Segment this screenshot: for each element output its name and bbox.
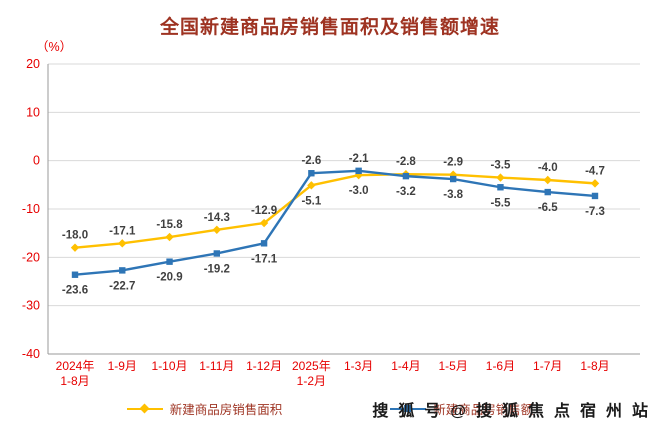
diamond-marker-icon [139, 403, 150, 414]
svg-text:2024年: 2024年 [56, 359, 95, 373]
svg-text:1-4月: 1-4月 [391, 359, 420, 373]
svg-text:-5.1: -5.1 [301, 195, 321, 207]
svg-text:-2.8: -2.8 [396, 156, 416, 168]
svg-text:-2.9: -2.9 [443, 157, 463, 169]
svg-text:1-8月: 1-8月 [60, 374, 89, 388]
svg-text:-18.0: -18.0 [62, 230, 88, 242]
svg-text:1-10月: 1-10月 [152, 359, 188, 373]
legend-swatch-sales-area [126, 403, 163, 414]
svg-text:1-2月: 1-2月 [297, 374, 326, 388]
square-marker-icon [404, 405, 412, 412]
svg-text:-3.8: -3.8 [443, 189, 463, 201]
chart-title: 全国新建商品房销售面积及销售额增速 [159, 17, 500, 38]
svg-text:1-11月: 1-11月 [199, 359, 234, 373]
svg-text:-20: -20 [22, 250, 40, 264]
svg-text:-4.0: -4.0 [538, 162, 558, 174]
svg-text:-6.5: -6.5 [538, 202, 558, 214]
svg-text:-4.7: -4.7 [585, 165, 605, 177]
svg-text:-10: -10 [22, 202, 40, 216]
series-sales-area-line [70, 170, 600, 252]
svg-text:1-6月: 1-6月 [486, 359, 515, 373]
svg-text:20: 20 [26, 57, 40, 71]
legend-item-sales-value: 新建商品房销售额 [390, 399, 533, 418]
watermark: 搜狐号@搜狐焦点宿州站 [372, 403, 658, 420]
legend: 新建商品房销售面积 新建商品房销售额 [0, 399, 660, 418]
svg-text:2025年: 2025年 [292, 359, 331, 373]
y-axis-labels: 20 10 0 -10 -20 -30 -40 [22, 57, 40, 361]
svg-text:-15.8: -15.8 [156, 219, 183, 231]
svg-text:10: 10 [26, 105, 40, 119]
svg-text:-22.7: -22.7 [109, 280, 135, 292]
svg-text:-23.6: -23.6 [62, 285, 88, 297]
series-sales-value-line [71, 167, 599, 278]
svg-text:-5.5: -5.5 [491, 197, 511, 209]
svg-text:-30: -30 [22, 299, 40, 313]
svg-text:1-12月: 1-12月 [246, 359, 282, 373]
svg-text:-3.0: -3.0 [349, 185, 369, 197]
svg-text:-2.6: -2.6 [301, 155, 321, 167]
svg-text:-14.3: -14.3 [204, 212, 230, 224]
svg-text:-17.1: -17.1 [109, 225, 136, 237]
svg-text:-12.9: -12.9 [251, 205, 277, 217]
svg-text:-17.1: -17.1 [251, 253, 278, 265]
svg-text:1-9月: 1-9月 [108, 359, 137, 373]
gridlines [47, 63, 640, 355]
legend-item-sales-area: 新建商品房销售面积 [126, 399, 283, 418]
svg-text:1-7月: 1-7月 [533, 359, 562, 373]
legend-swatch-sales-value [390, 403, 427, 414]
svg-text:-3.5: -3.5 [491, 160, 511, 172]
svg-text:-2.1: -2.1 [349, 153, 369, 165]
data-labels: -18.0 -23.6 -17.1 -22.7 -15.8 -20.9 -14.3 -19.2… [62, 153, 605, 297]
svg-text:1-5月: 1-5月 [439, 359, 468, 373]
svg-text:-3.2: -3.2 [396, 186, 416, 198]
legend-label-sales-area: 新建商品房销售面积 [169, 403, 283, 417]
svg-text:-20.9: -20.9 [156, 272, 182, 284]
svg-text:1-3月: 1-3月 [344, 359, 373, 373]
svg-text:-19.2: -19.2 [204, 263, 230, 275]
y-axis-unit-label: （%） [36, 40, 73, 54]
svg-text:-40: -40 [22, 347, 40, 361]
legend-label-sales-value: 新建商品房销售额 [433, 403, 534, 417]
svg-text:-7.3: -7.3 [585, 206, 605, 218]
svg-text:1-8月: 1-8月 [580, 359, 609, 373]
svg-text:0: 0 [33, 154, 40, 168]
